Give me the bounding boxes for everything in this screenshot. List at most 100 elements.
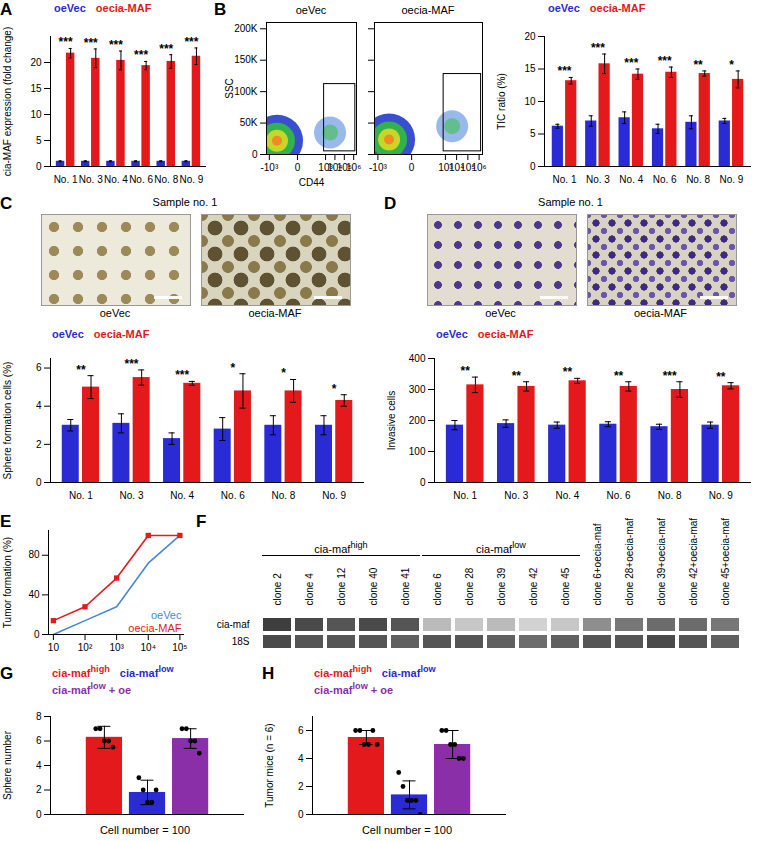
svg-text:No. 8: No. 8	[154, 174, 178, 185]
svg-text:***: ***	[125, 357, 139, 371]
svg-text:SSC: SSC	[224, 78, 235, 99]
svg-text:15: 15	[30, 83, 42, 94]
svg-text:***: ***	[84, 36, 98, 50]
svg-text:No. 6: No. 6	[607, 490, 631, 501]
svg-text:40: 40	[28, 589, 40, 600]
svg-text:clone 12: clone 12	[336, 567, 347, 605]
svg-text:-10³: -10³	[260, 162, 278, 173]
svg-text:6: 6	[36, 362, 42, 373]
svg-text:No. 4: No. 4	[170, 490, 194, 501]
svg-text:***: ***	[658, 54, 672, 68]
svg-text:0: 0	[252, 149, 258, 160]
svg-text:cia-maf: cia-maf	[217, 619, 250, 630]
svg-text:**: **	[76, 363, 86, 377]
svg-text:**: **	[563, 365, 573, 379]
svg-text:10: 10	[48, 642, 60, 653]
svg-text:0: 0	[34, 629, 40, 640]
svg-text:6: 6	[298, 725, 304, 736]
svg-text:No. 3: No. 3	[586, 174, 610, 185]
svg-text:clone 45+oecia-maf: clone 45+oecia-maf	[720, 518, 731, 606]
svg-text:No. 4: No. 4	[104, 174, 128, 185]
svg-text:**: **	[716, 370, 726, 384]
svg-text:10⁶: 10⁶	[471, 162, 486, 173]
svg-text:0: 0	[295, 162, 301, 173]
svg-text:No. 6: No. 6	[221, 490, 245, 501]
svg-text:clone 6: clone 6	[432, 573, 443, 606]
svg-text:8: 8	[36, 711, 42, 722]
svg-text:clone 39: clone 39	[496, 567, 507, 605]
svg-text:No. 9: No. 9	[709, 490, 733, 501]
svg-text:0: 0	[36, 161, 42, 172]
svg-text:No. 8: No. 8	[272, 490, 296, 501]
svg-text:-10³: -10³	[369, 162, 387, 173]
svg-text:***: ***	[175, 368, 189, 382]
svg-text:150K: 150K	[234, 54, 258, 65]
svg-text:0: 0	[36, 477, 42, 488]
svg-text:No. 4: No. 4	[555, 490, 579, 501]
svg-text:**: **	[512, 369, 522, 383]
svg-text:oeVec: oeVec	[151, 609, 182, 621]
svg-text:***: ***	[134, 48, 148, 62]
svg-text:Invasive cells: Invasive cells	[386, 391, 397, 450]
svg-text:clone 40: clone 40	[368, 567, 379, 605]
svg-text:No. 8: No. 8	[686, 174, 710, 185]
svg-text:clone 2: clone 2	[272, 573, 283, 606]
svg-text:clone 6+oecia-maf: clone 6+oecia-maf	[592, 523, 603, 605]
svg-text:CD44: CD44	[299, 177, 325, 188]
svg-text:***: ***	[184, 35, 198, 49]
svg-text:cia-MAF expression (fold chang: cia-MAF expression (fold change)	[2, 27, 13, 177]
svg-text:6: 6	[36, 735, 42, 746]
svg-text:**: **	[461, 364, 471, 378]
svg-text:10⁶: 10⁶	[346, 162, 361, 173]
svg-text:No. 1: No. 1	[54, 174, 78, 185]
svg-text:50K: 50K	[240, 117, 258, 128]
svg-text:No. 9: No. 9	[179, 174, 203, 185]
svg-text:2: 2	[36, 439, 42, 450]
svg-text:**: **	[614, 369, 624, 383]
svg-text:20: 20	[524, 31, 536, 42]
svg-text:5: 5	[36, 135, 42, 146]
svg-text:clone 28+oecia-maf: clone 28+oecia-maf	[624, 518, 635, 606]
svg-text:2: 2	[298, 781, 304, 792]
svg-text:No. 4: No. 4	[619, 174, 643, 185]
svg-text:10: 10	[524, 96, 536, 107]
svg-text:0: 0	[420, 477, 426, 488]
svg-text:***: ***	[109, 38, 123, 52]
svg-text:100: 100	[409, 446, 426, 457]
svg-text:400: 400	[409, 353, 426, 364]
svg-text:*: *	[729, 58, 734, 72]
svg-text:clone 42+oecia-maf: clone 42+oecia-maf	[688, 518, 699, 606]
svg-text:***: ***	[558, 64, 572, 78]
svg-text:300: 300	[409, 384, 426, 395]
svg-text:4: 4	[298, 753, 304, 764]
svg-text:clone 4: clone 4	[304, 573, 315, 606]
svg-text:***: ***	[159, 42, 173, 56]
svg-text:Tumor mice (n = 6): Tumor mice (n = 6)	[264, 723, 275, 807]
svg-text:No. 1: No. 1	[553, 174, 577, 185]
svg-text:clone 39+oecia-maf: clone 39+oecia-maf	[656, 518, 667, 606]
svg-text:Sphere number: Sphere number	[2, 730, 13, 800]
svg-text:*: *	[332, 382, 337, 396]
svg-text:No. 3: No. 3	[120, 490, 144, 501]
svg-text:clone 42: clone 42	[528, 567, 539, 605]
svg-text:TIC ratio (%): TIC ratio (%)	[496, 73, 507, 130]
svg-text:***: ***	[663, 369, 677, 383]
svg-text:18S: 18S	[232, 636, 250, 647]
svg-text:0: 0	[298, 809, 304, 820]
svg-text:No. 3: No. 3	[79, 174, 103, 185]
svg-text:20: 20	[30, 57, 42, 68]
svg-text:200K: 200K	[234, 23, 258, 34]
svg-text:***: ***	[624, 56, 638, 70]
svg-text:0: 0	[409, 162, 415, 173]
svg-text:No. 6: No. 6	[653, 174, 677, 185]
svg-text:100K: 100K	[234, 86, 258, 97]
svg-text:80: 80	[28, 549, 40, 560]
svg-text:No. 6: No. 6	[129, 174, 153, 185]
svg-text:4: 4	[36, 400, 42, 411]
svg-text:***: ***	[591, 41, 605, 55]
svg-text:10⁴: 10⁴	[141, 642, 156, 653]
svg-text:*: *	[230, 361, 235, 375]
svg-text:**: **	[693, 58, 703, 72]
svg-text:200: 200	[409, 415, 426, 426]
svg-text:No. 1: No. 1	[453, 490, 477, 501]
